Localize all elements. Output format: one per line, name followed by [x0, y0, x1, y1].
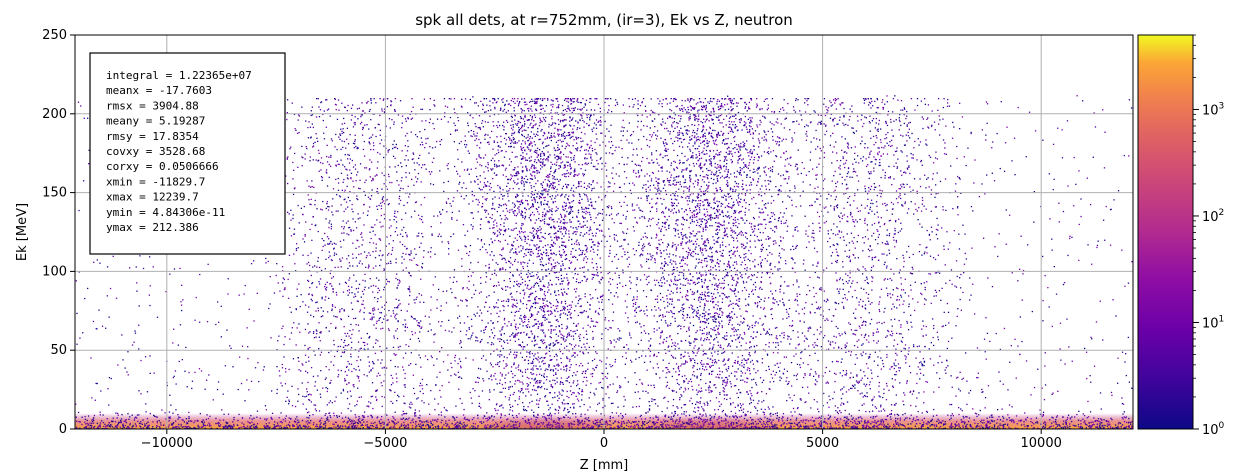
y-tick-label: 0 [59, 422, 67, 437]
y-axis-label: Ek [MeV] [15, 203, 30, 261]
stats-entry-meany: meany = 5.19287 [106, 115, 205, 128]
colorbar-tick-label: 101 [1202, 314, 1224, 331]
stats-box: integral = 1.22365e+07 meanx = -17.7603 rm… [89, 52, 286, 255]
stats-entry-integral: integral = 1.22365e+07 [106, 69, 252, 82]
y-tick-label: 150 [42, 186, 67, 201]
x-tick-label: −5000 [363, 436, 407, 451]
y-tick-label: 100 [42, 264, 67, 279]
stats-entry-rmsx: rmsx = 3904.88 [106, 99, 199, 112]
colorbar-gradient [1137, 34, 1194, 430]
y-axis: 0 50 100 150 200 250 [42, 28, 75, 437]
y-tick-label: 50 [50, 343, 67, 358]
x-tick-label: 10000 [1021, 436, 1062, 451]
stats-entry-corxy: corxy = 0.0506666 [106, 160, 219, 173]
stats-entry-meanx: meanx = -17.7603 [106, 84, 212, 97]
x-tick-label: 5000 [806, 436, 839, 451]
stats-entry-ymin: ymin = 4.84306e-11 [106, 206, 225, 219]
chart-title: spk all dets, at r=752mm, (ir=3), Ek vs … [415, 11, 793, 29]
hot-core-1 [595, 365, 823, 429]
colorbar: 100 101 102 103 [1137, 34, 1225, 438]
y-tick-label: 200 [42, 107, 67, 122]
x-tick-label: 0 [600, 436, 608, 451]
colorbar-tick-label: 100 [1202, 421, 1225, 438]
stats-entry-xmax: xmax = 12239.7 [106, 191, 199, 204]
y-tick-label: 250 [42, 28, 67, 43]
x-axis: −10000 −5000 0 5000 10000 [141, 429, 1062, 451]
x-tick-label: −10000 [141, 436, 193, 451]
stats-entry-xmin: xmin = -11829.7 [106, 175, 205, 188]
stats-entry-rmsy: rmsy = 17.8354 [106, 130, 199, 143]
stats-entry-ymax: ymax = 212.386 [106, 221, 199, 234]
x-axis-label: Z [mm] [580, 458, 629, 473]
colorbar-tick-label: 103 [1202, 101, 1224, 118]
stats-entry-covxy: covxy = 3528.68 [106, 145, 205, 158]
colorbar-tick-label: 102 [1202, 208, 1224, 225]
